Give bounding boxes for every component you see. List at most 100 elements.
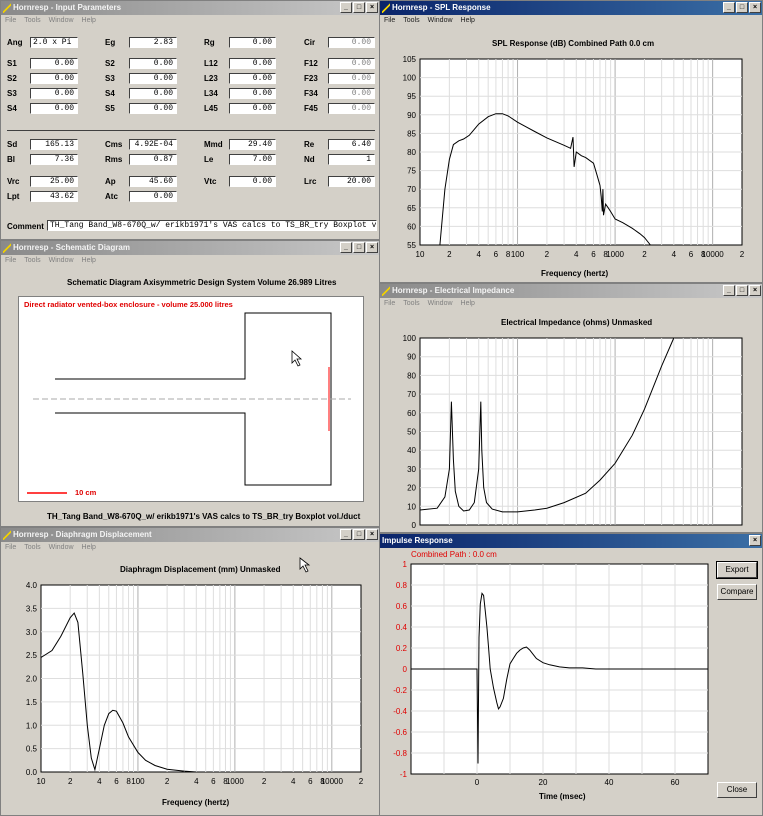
close-button[interactable]: × xyxy=(749,285,761,296)
y-tick-label: 1.5 xyxy=(26,698,38,707)
menu-window[interactable]: Window xyxy=(48,257,74,264)
param-field-s3[interactable]: 0.00 xyxy=(30,88,78,99)
menu-file[interactable]: File xyxy=(5,544,17,551)
param-field-bl[interactable]: 7.36 xyxy=(30,154,78,165)
param-field-vtc[interactable]: 0.00 xyxy=(229,176,276,187)
y-tick-label: -0.2 xyxy=(393,686,407,695)
menu-window[interactable]: Window xyxy=(48,544,74,551)
param-field-re[interactable]: 6.40 xyxy=(328,139,375,150)
param-label-re: Re xyxy=(304,140,315,149)
param-field-s2[interactable]: 0.00 xyxy=(129,58,177,69)
y-tick-label: -1 xyxy=(400,770,408,779)
param-label-s4: S4 xyxy=(7,104,17,113)
param-field-rms[interactable]: 0.87 xyxy=(129,154,177,165)
spl-response-titlebar[interactable]: Hornresp - SPL Response _ □ × xyxy=(380,1,762,15)
param-field-cms[interactable]: 4.92E-04 xyxy=(129,139,177,150)
param-field-s2[interactable]: 0.00 xyxy=(30,73,78,84)
param-field-rg[interactable]: 0.00 xyxy=(229,37,276,48)
y-tick-label: 90 xyxy=(407,353,416,362)
impedance-titlebar[interactable]: Hornresp - Electrical Impedance _ □ × xyxy=(380,284,762,298)
menu-tools[interactable]: Tools xyxy=(24,257,41,264)
param-field-le[interactable]: 7.00 xyxy=(229,154,276,165)
menu-window[interactable]: Window xyxy=(427,17,453,24)
param-label-s2: S2 xyxy=(105,59,115,68)
menu-help[interactable]: Help xyxy=(81,17,96,24)
comment-field[interactable]: TH_Tang Band_W8-670Q_w/ erikb1971's VAS … xyxy=(47,220,377,231)
maximize-button[interactable]: □ xyxy=(736,2,748,13)
menu-help[interactable]: Help xyxy=(81,257,96,264)
param-label-vtc: Vtc xyxy=(204,177,217,186)
param-field-mmd[interactable]: 29.40 xyxy=(229,139,276,150)
maximize-button[interactable]: □ xyxy=(353,2,365,13)
menu-help[interactable]: Help xyxy=(460,17,475,24)
menu-window[interactable]: Window xyxy=(48,17,74,24)
minimize-button[interactable]: _ xyxy=(723,2,735,13)
param-field-f34[interactable]: 0.00 xyxy=(328,88,375,99)
close-button[interactable]: × xyxy=(366,529,378,540)
param-field-l23[interactable]: 0.00 xyxy=(229,73,276,84)
minimize-button[interactable]: _ xyxy=(340,2,352,13)
menu-file[interactable]: File xyxy=(384,300,396,307)
minimize-button[interactable]: _ xyxy=(340,242,352,253)
y-tick-label: 60 xyxy=(407,409,416,418)
param-field-l45[interactable]: 0.00 xyxy=(229,103,276,114)
param-field-ap[interactable]: 45.60 xyxy=(129,176,177,187)
schematic-titlebar[interactable]: Hornresp - Schematic Diagram _ □ × xyxy=(1,241,379,255)
param-field-lpt[interactable]: 43.62 xyxy=(30,191,78,202)
param-field-s3[interactable]: 0.00 xyxy=(129,73,177,84)
param-field-eg[interactable]: 2.83 xyxy=(129,37,177,48)
param-label-nd: Nd xyxy=(304,155,315,164)
menu-help[interactable]: Help xyxy=(81,544,96,551)
menu-window[interactable]: Window xyxy=(427,300,453,307)
menu-tools[interactable]: Tools xyxy=(403,300,420,307)
maximize-button[interactable]: □ xyxy=(353,529,365,540)
close-dialog-button[interactable]: Close xyxy=(717,782,757,798)
x-tick-label: 8 xyxy=(701,250,706,259)
menu-file[interactable]: File xyxy=(5,257,17,264)
close-button[interactable]: × xyxy=(366,2,378,13)
param-field-vrc[interactable]: 25.00 xyxy=(30,176,78,187)
param-field-nd[interactable]: 1 xyxy=(328,154,375,165)
param-field-atc[interactable]: 0.00 xyxy=(129,191,177,202)
param-field-s4[interactable]: 0.00 xyxy=(129,88,177,99)
close-button[interactable]: × xyxy=(366,242,378,253)
param-field-lrc[interactable]: 20.00 xyxy=(328,176,375,187)
x-tick-label: 40 xyxy=(605,778,614,787)
menu-tools[interactable]: Tools xyxy=(24,17,41,24)
menu-help[interactable]: Help xyxy=(460,300,475,307)
param-field-f45[interactable]: 0.00 xyxy=(328,103,375,114)
impulse-titlebar[interactable]: Impulse Response × xyxy=(380,534,762,548)
compare-button[interactable]: Compare xyxy=(717,584,757,600)
minimize-button[interactable]: _ xyxy=(723,285,735,296)
displacement-titlebar[interactable]: Hornresp - Diaphragm Displacement _ □ × xyxy=(1,528,379,542)
param-label-rms: Rms xyxy=(105,155,123,164)
y-tick-label: 70 xyxy=(407,185,416,194)
maximize-button[interactable]: □ xyxy=(736,285,748,296)
menu-tools[interactable]: Tools xyxy=(403,17,420,24)
input-parameters-titlebar[interactable]: Hornresp - Input Parameters _ □ × xyxy=(1,1,379,15)
param-field-sd[interactable]: 165.13 xyxy=(30,139,78,150)
x-tick-label: 2 xyxy=(642,250,647,259)
param-field-s4[interactable]: 0.00 xyxy=(30,103,78,114)
param-field-l12[interactable]: 0.00 xyxy=(229,58,276,69)
param-field-l34[interactable]: 0.00 xyxy=(229,88,276,99)
param-field-f23[interactable]: 0.00 xyxy=(328,73,375,84)
close-button[interactable]: × xyxy=(749,535,761,546)
param-label-s3: S3 xyxy=(105,74,115,83)
param-field-ang[interactable]: 2.0 x Pi xyxy=(30,37,78,48)
param-field-s1[interactable]: 0.00 xyxy=(30,58,78,69)
param-field-cir[interactable]: 0.00 xyxy=(328,37,375,48)
maximize-button[interactable]: □ xyxy=(353,242,365,253)
x-tick-label: 2 xyxy=(447,250,452,259)
menu-file[interactable]: File xyxy=(5,17,17,24)
close-button[interactable]: × xyxy=(749,2,761,13)
param-field-s5[interactable]: 0.00 xyxy=(129,103,177,114)
param-field-f12[interactable]: 0.00 xyxy=(328,58,375,69)
x-tick-label: 10000 xyxy=(702,250,725,259)
menu-file[interactable]: File xyxy=(384,17,396,24)
menu-tools[interactable]: Tools xyxy=(24,544,41,551)
export-button[interactable]: Export xyxy=(716,561,758,579)
param-label-f23: F23 xyxy=(304,74,318,83)
minimize-button[interactable]: _ xyxy=(340,529,352,540)
window-title: Hornresp - Input Parameters xyxy=(13,3,122,12)
